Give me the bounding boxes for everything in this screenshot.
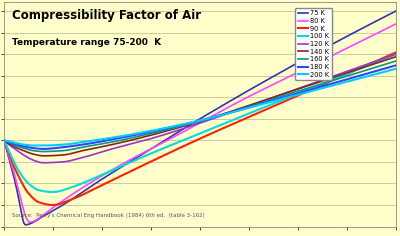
Legend: 75 K, 80 K, 90 K, 100 K, 120 K, 140 K, 160 K, 180 K, 200 K: 75 K, 80 K, 90 K, 100 K, 120 K, 140 K, 1…	[296, 8, 332, 80]
Text: Temperature range 75-200  K: Temperature range 75-200 K	[12, 38, 161, 47]
Text: Source:  Perry's Chemical Eng Handbook (1984) 6th ed.  (table 3-162): Source: Perry's Chemical Eng Handbook (1…	[12, 213, 204, 218]
Text: Compressibility Factor of Air: Compressibility Factor of Air	[12, 9, 201, 22]
